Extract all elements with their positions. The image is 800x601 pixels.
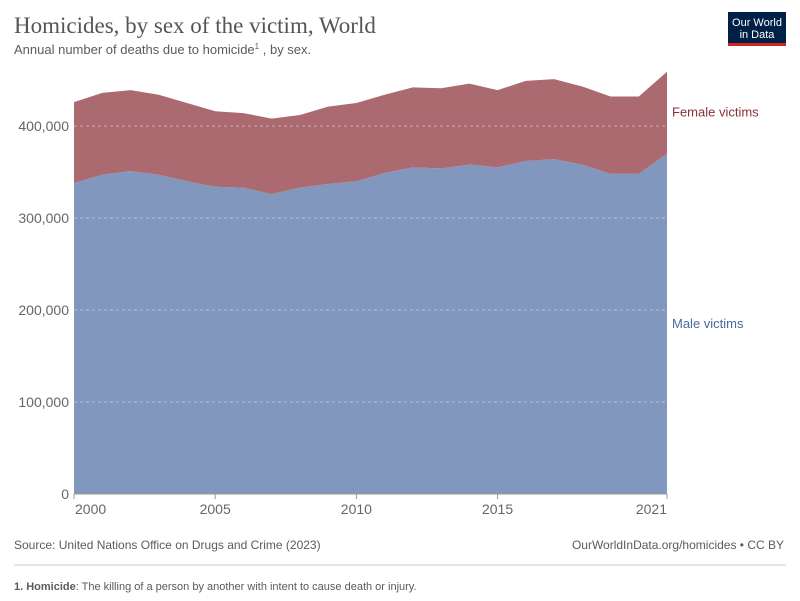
subtitle-text: Annual number of deaths due to homicide xyxy=(14,42,255,57)
legend-label: Male victims xyxy=(672,316,744,331)
y-tick-label: 200,000 xyxy=(18,302,69,318)
source: Source: United Nations Office on Drugs a… xyxy=(14,538,321,552)
y-tick-label: 100,000 xyxy=(18,394,69,410)
logo-bar xyxy=(728,43,786,46)
footnote-term: 1. Homicide xyxy=(14,581,76,593)
x-tick-label: 2010 xyxy=(341,501,372,517)
area xyxy=(74,71,667,195)
area xyxy=(74,153,667,494)
subtitle-note: 1 xyxy=(255,42,260,51)
chart-subtitle: Annual number of deaths due to homicide1… xyxy=(14,42,311,57)
logo-box xyxy=(728,12,786,46)
chart-title: Homicides, by sex of the victim, World xyxy=(14,13,376,38)
y-tick-label: 400,000 xyxy=(18,118,69,134)
url: OurWorldInData.org/homicides • CC BY xyxy=(572,538,784,552)
logo-text: in Data xyxy=(740,29,776,41)
x-tick-label: 2005 xyxy=(200,501,231,517)
x-tick-label: 2021 xyxy=(636,501,667,517)
footnote: 1. Homicide: The killing of a person by … xyxy=(14,581,417,593)
subtitle-end: , by sex. xyxy=(259,42,311,57)
x-tick-label: 2015 xyxy=(482,501,513,517)
y-tick-label: 0 xyxy=(61,486,69,502)
legend-label: Female victims xyxy=(672,105,759,120)
logo-text: Our World xyxy=(732,17,782,29)
y-tick-label: 300,000 xyxy=(18,210,69,226)
footnote-text: : The killing of a person by another wit… xyxy=(76,581,417,593)
x-tick-label: 2000 xyxy=(75,501,106,517)
